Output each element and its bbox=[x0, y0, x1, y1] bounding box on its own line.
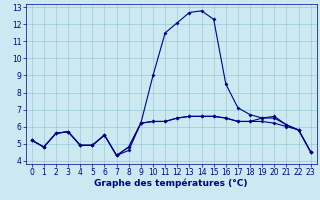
X-axis label: Graphe des températures (°C): Graphe des températures (°C) bbox=[94, 179, 248, 188]
